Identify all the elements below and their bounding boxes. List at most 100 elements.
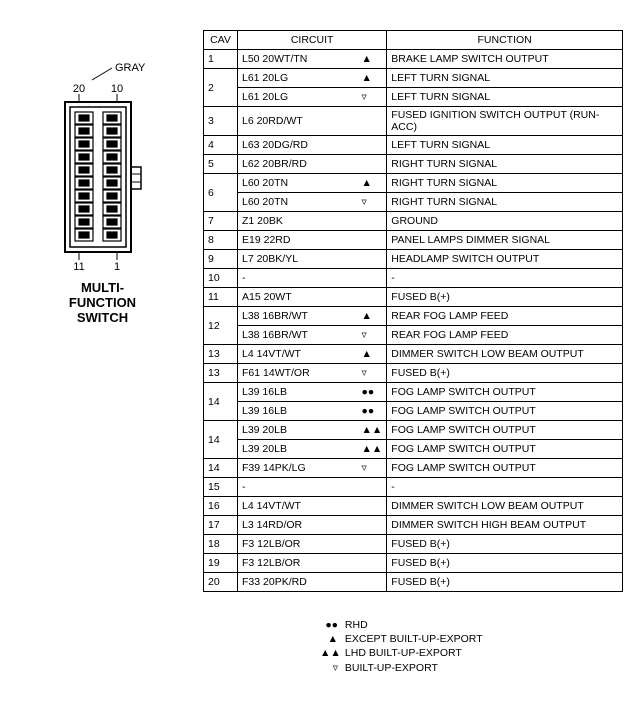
cell-circuit: L62 20BR/RD xyxy=(238,155,358,174)
cell-symbol xyxy=(358,573,387,592)
pinout-panel: CAV CIRCUIT FUNCTION 1L50 20WT/TN▲BRAKE … xyxy=(203,30,623,592)
table-row: 20F33 20PK/RDFUSED B(+) xyxy=(204,573,623,592)
cell-symbol xyxy=(358,478,387,497)
table-row: 15-- xyxy=(204,478,623,497)
cell-circuit: L4 14VT/WT xyxy=(238,345,358,364)
table-row: 12L38 16BR/WT▲REAR FOG LAMP FEED xyxy=(204,307,623,326)
cell-symbol xyxy=(358,516,387,535)
cell-symbol xyxy=(358,136,387,155)
table-row: 9L7 20BK/YLHEADLAMP SWITCH OUTPUT xyxy=(204,250,623,269)
cell-circuit: L38 16BR/WT xyxy=(238,326,358,345)
cell-circuit: L60 20TN xyxy=(238,174,358,193)
cell-function: FOG LAMP SWITCH OUTPUT xyxy=(387,421,623,440)
table-row: L61 20LG▿LEFT TURN SIGNAL xyxy=(204,88,623,107)
caption-line: MULTI- xyxy=(81,280,124,295)
cell-cav: 12 xyxy=(204,307,238,345)
cell-cav: 14 xyxy=(204,459,238,478)
table-row: 5L62 20BR/RDRIGHT TURN SIGNAL xyxy=(204,155,623,174)
legend-symbol: ▲ xyxy=(320,632,338,646)
cell-function: FUSED B(+) xyxy=(387,554,623,573)
cell-symbol: ▲ xyxy=(358,50,387,69)
cell-circuit: L63 20DG/RD xyxy=(238,136,358,155)
legend-symbol: ●● xyxy=(320,618,338,632)
table-row: L38 16BR/WT▿REAR FOG LAMP FEED xyxy=(204,326,623,345)
legend-symbol: ▿ xyxy=(320,661,338,675)
cell-symbol: ▿ xyxy=(358,193,387,212)
cell-circuit: Z1 20BK xyxy=(238,212,358,231)
cell-symbol: ▿ xyxy=(358,88,387,107)
table-row: 2L61 20LG▲LEFT TURN SIGNAL xyxy=(204,69,623,88)
cell-function: LEFT TURN SIGNAL xyxy=(387,136,623,155)
cell-symbol: ▲▲ xyxy=(358,421,387,440)
cell-function: FUSED B(+) xyxy=(387,288,623,307)
cell-circuit: F39 14PK/LG xyxy=(238,459,358,478)
cell-cav: 6 xyxy=(204,174,238,212)
cell-symbol: ▲ xyxy=(358,69,387,88)
cell-symbol: ▿ xyxy=(358,364,387,383)
connector-color-label: GRAY xyxy=(115,62,145,74)
cell-circuit: L38 16BR/WT xyxy=(238,307,358,326)
cell-cav: 14 xyxy=(204,421,238,459)
cell-symbol: ▿ xyxy=(358,459,387,478)
cell-function: - xyxy=(387,478,623,497)
table-row: 6L60 20TN▲RIGHT TURN SIGNAL xyxy=(204,174,623,193)
table-row: 14L39 20LB▲▲FOG LAMP SWITCH OUTPUT xyxy=(204,421,623,440)
table-row: 13F61 14WT/OR▿FUSED B(+) xyxy=(204,364,623,383)
pin-label-tr: 10 xyxy=(110,83,122,95)
cell-symbol xyxy=(358,107,387,136)
table-row: 16L4 14VT/WTDIMMER SWITCH LOW BEAM OUTPU… xyxy=(204,497,623,516)
cell-cav: 10 xyxy=(204,269,238,288)
connector-panel: GRAY 20 10 xyxy=(20,30,185,326)
cell-cav: 14 xyxy=(204,383,238,421)
cell-cav: 4 xyxy=(204,136,238,155)
cell-function: FUSED B(+) xyxy=(387,364,623,383)
cell-symbol xyxy=(358,212,387,231)
cell-symbol: ▲ xyxy=(358,174,387,193)
table-row: L60 20TN▿RIGHT TURN SIGNAL xyxy=(204,193,623,212)
table-row: 18F3 12LB/ORFUSED B(+) xyxy=(204,535,623,554)
cell-function: FOG LAMP SWITCH OUTPUT xyxy=(387,440,623,459)
connector-icon: 20 10 xyxy=(43,82,163,272)
cell-cav: 13 xyxy=(204,345,238,364)
cell-function: DIMMER SWITCH LOW BEAM OUTPUT xyxy=(387,345,623,364)
legend-item: ▲▲ LHD BUILT-UP-EXPORT xyxy=(320,646,616,660)
cell-circuit: F33 20PK/RD xyxy=(238,573,358,592)
cell-function: RIGHT TURN SIGNAL xyxy=(387,174,623,193)
legend-text: RHD xyxy=(342,619,368,631)
cell-circuit: L50 20WT/TN xyxy=(238,50,358,69)
cell-circuit: E19 22RD xyxy=(238,231,358,250)
cell-symbol xyxy=(358,497,387,516)
cell-circuit: F61 14WT/OR xyxy=(238,364,358,383)
cell-function: RIGHT TURN SIGNAL xyxy=(387,155,623,174)
cell-symbol: ●● xyxy=(358,383,387,402)
cell-symbol xyxy=(358,554,387,573)
cell-function: REAR FOG LAMP FEED xyxy=(387,307,623,326)
connector-caption: MULTI- FUNCTION SWITCH xyxy=(20,281,185,326)
cell-symbol xyxy=(358,155,387,174)
table-row: 8E19 22RD PANEL LAMPS DIMMER SIGNAL xyxy=(204,231,623,250)
cell-function: BRAKE LAMP SWITCH OUTPUT xyxy=(387,50,623,69)
cell-cav: 8 xyxy=(204,231,238,250)
cell-function: GROUND xyxy=(387,212,623,231)
cell-circuit: L7 20BK/YL xyxy=(238,250,358,269)
cell-function: RIGHT TURN SIGNAL xyxy=(387,193,623,212)
legend-item: ●● RHD xyxy=(320,618,616,632)
cell-circuit: L6 20RD/WT xyxy=(238,107,358,136)
cell-circuit: A15 20WT xyxy=(238,288,358,307)
cell-function: LEFT TURN SIGNAL xyxy=(387,69,623,88)
table-row: 7Z1 20BKGROUND xyxy=(204,212,623,231)
cell-function: - xyxy=(387,269,623,288)
cell-function: FUSED B(+) xyxy=(387,573,623,592)
cell-circuit: L39 20LB xyxy=(238,440,358,459)
cell-cav: 9 xyxy=(204,250,238,269)
cell-function: PANEL LAMPS DIMMER SIGNAL xyxy=(387,231,623,250)
table-row: 14L39 16LB●●FOG LAMP SWITCH OUTPUT xyxy=(204,383,623,402)
cell-circuit: L39 16LB xyxy=(238,402,358,421)
cell-cav: 19 xyxy=(204,554,238,573)
table-row: 3L6 20RD/WTFUSED IGNITION SWITCH OUTPUT … xyxy=(204,107,623,136)
cell-function: FUSED IGNITION SWITCH OUTPUT (RUN-ACC) xyxy=(387,107,623,136)
table-row: 4L63 20DG/RD LEFT TURN SIGNAL xyxy=(204,136,623,155)
cell-symbol xyxy=(358,269,387,288)
connector-drawing: 20 10 xyxy=(20,82,185,275)
col-cav: CAV xyxy=(204,31,238,50)
